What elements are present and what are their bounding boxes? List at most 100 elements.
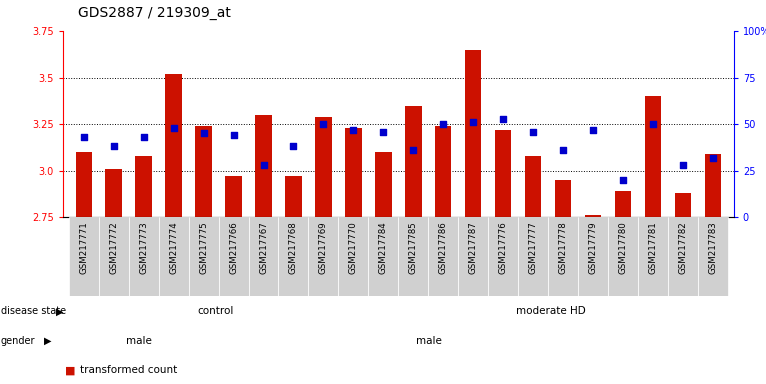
- Bar: [555, 180, 571, 217]
- Bar: [188, 217, 218, 296]
- Bar: [398, 217, 428, 296]
- Bar: [705, 154, 721, 217]
- Bar: [584, 215, 601, 217]
- Text: moderate HD: moderate HD: [516, 306, 586, 316]
- Text: GDS2887 / 219309_at: GDS2887 / 219309_at: [78, 6, 231, 20]
- Bar: [309, 217, 339, 296]
- Bar: [368, 217, 398, 296]
- Bar: [518, 217, 548, 296]
- Bar: [488, 217, 518, 296]
- Text: GSM217785: GSM217785: [409, 221, 417, 274]
- Bar: [76, 152, 92, 217]
- Bar: [428, 217, 458, 296]
- Text: GSM217780: GSM217780: [618, 221, 627, 274]
- Text: GSM217787: GSM217787: [469, 221, 478, 274]
- Bar: [435, 126, 451, 217]
- Text: GSM217784: GSM217784: [379, 221, 388, 274]
- Text: GSM217786: GSM217786: [439, 221, 448, 274]
- Point: [317, 121, 329, 127]
- Text: ■: ■: [65, 365, 76, 375]
- Bar: [668, 217, 698, 296]
- Point: [647, 121, 659, 127]
- Point: [408, 147, 420, 153]
- Point: [557, 147, 569, 153]
- Bar: [465, 50, 482, 217]
- Text: disease state: disease state: [1, 306, 66, 316]
- Text: male: male: [416, 336, 442, 346]
- Text: gender: gender: [1, 336, 35, 346]
- Point: [168, 125, 180, 131]
- Bar: [638, 217, 668, 296]
- Text: GSM217767: GSM217767: [259, 221, 268, 274]
- Point: [107, 143, 119, 149]
- Point: [77, 134, 90, 140]
- Bar: [645, 96, 661, 217]
- Bar: [578, 217, 608, 296]
- Text: GSM217771: GSM217771: [80, 221, 88, 274]
- Bar: [548, 217, 578, 296]
- Text: male: male: [126, 336, 152, 346]
- Point: [377, 129, 389, 135]
- Point: [257, 162, 270, 168]
- Bar: [69, 217, 99, 296]
- Text: ▶: ▶: [56, 306, 64, 316]
- Bar: [99, 217, 129, 296]
- Bar: [106, 169, 122, 217]
- Point: [347, 127, 359, 133]
- Point: [587, 127, 599, 133]
- Bar: [375, 152, 391, 217]
- Bar: [279, 217, 309, 296]
- Text: ▶: ▶: [44, 336, 52, 346]
- Point: [198, 131, 210, 137]
- Bar: [608, 217, 638, 296]
- Text: GSM217770: GSM217770: [349, 221, 358, 274]
- Bar: [675, 193, 691, 217]
- Bar: [218, 217, 248, 296]
- Bar: [165, 74, 182, 217]
- Bar: [615, 191, 631, 217]
- Bar: [225, 176, 242, 217]
- Text: GSM217769: GSM217769: [319, 221, 328, 273]
- Text: transformed count: transformed count: [80, 365, 178, 375]
- Text: female: female: [273, 336, 309, 346]
- Text: female: female: [594, 336, 630, 346]
- Text: GSM217781: GSM217781: [649, 221, 657, 274]
- Bar: [159, 217, 188, 296]
- Bar: [136, 156, 152, 217]
- Bar: [405, 106, 421, 217]
- Text: GSM217772: GSM217772: [110, 221, 118, 274]
- Text: GSM217773: GSM217773: [139, 221, 148, 274]
- Bar: [195, 126, 212, 217]
- Point: [138, 134, 150, 140]
- Point: [467, 119, 480, 126]
- Text: GSM217783: GSM217783: [709, 221, 717, 274]
- Point: [707, 154, 719, 161]
- Text: GSM217777: GSM217777: [529, 221, 538, 274]
- Point: [617, 177, 629, 183]
- Text: GSM217766: GSM217766: [229, 221, 238, 274]
- Bar: [285, 176, 302, 217]
- Bar: [698, 217, 728, 296]
- Point: [287, 143, 300, 149]
- Text: GSM217774: GSM217774: [169, 221, 178, 274]
- Bar: [525, 156, 542, 217]
- Bar: [495, 130, 512, 217]
- Point: [497, 116, 509, 122]
- Text: GSM217778: GSM217778: [558, 221, 568, 274]
- Bar: [458, 217, 488, 296]
- Text: GSM217782: GSM217782: [679, 221, 687, 274]
- Bar: [339, 217, 368, 296]
- Text: control: control: [197, 306, 234, 316]
- Point: [527, 129, 539, 135]
- Text: GSM217768: GSM217768: [289, 221, 298, 274]
- Point: [677, 162, 689, 168]
- Point: [228, 132, 240, 138]
- Bar: [315, 117, 332, 217]
- Text: GSM217775: GSM217775: [199, 221, 208, 274]
- Bar: [129, 217, 159, 296]
- Bar: [248, 217, 279, 296]
- Bar: [345, 128, 362, 217]
- Bar: [255, 115, 272, 217]
- Point: [437, 121, 450, 127]
- Text: GSM217776: GSM217776: [499, 221, 508, 274]
